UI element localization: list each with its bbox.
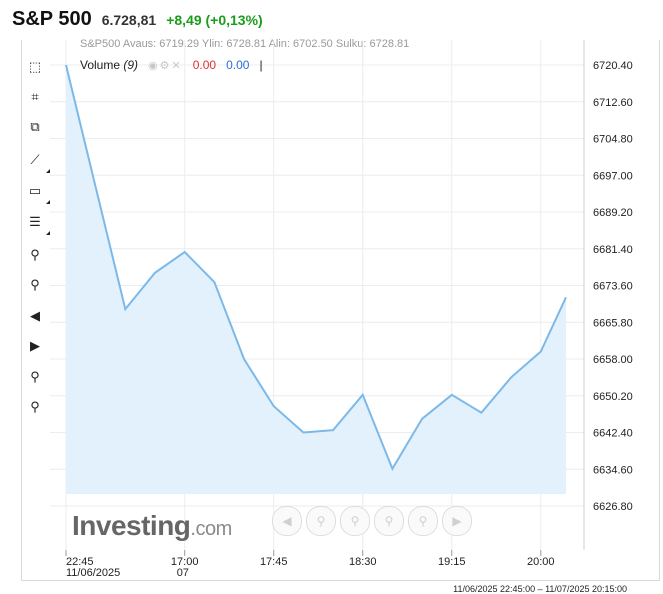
x-tick-sublabel: 11/06/2025 — [66, 567, 120, 579]
ohlc-legend: S&P500 Avaus: 6719.29 Ylin: 6728.81 Alin… — [80, 38, 410, 50]
price-area-fill — [66, 65, 566, 494]
nav-zoom-range-icon[interactable]: ⚲ — [374, 506, 404, 536]
legend-separator: | — [259, 58, 263, 72]
trend-line-icon[interactable]: ⟋ — [26, 151, 50, 173]
date-range-label: 11/06/2025 22:45:00 – 11/07/2025 20:15:0… — [453, 584, 627, 594]
zoom-in-icon[interactable]: ⚲ — [30, 247, 40, 262]
chart-header: S&P 500 6.728,81 +8,49 (+0,13%) — [12, 8, 263, 38]
x-tick-label: 17:00 — [171, 556, 199, 568]
volume-value-2: 0.00 — [226, 58, 250, 72]
volume-legend: Volume (9) ◉⚙✕ 0.00 0.00 | — [80, 58, 263, 72]
y-tick-label: 6642.40 — [593, 428, 633, 440]
crosshair-icon[interactable]: ⌗ — [31, 89, 39, 104]
y-tick-label: 6658.00 — [593, 354, 633, 366]
y-tick-label: 6689.20 — [593, 207, 633, 219]
x-tick-label: 17:45 — [260, 556, 288, 568]
x-tick-label: 19:15 — [438, 556, 466, 568]
x-tick-label: 22:45 — [66, 556, 94, 568]
investing-logo: Investing.com — [72, 510, 232, 541]
x-tick-label: 18:30 — [349, 556, 377, 568]
scroll-left-icon[interactable]: ◀ — [30, 308, 40, 323]
layers-icon[interactable]: ⧉ — [30, 119, 40, 134]
price-change: +8,49 (+0,13%) — [166, 12, 263, 28]
y-tick-label: 6634.60 — [593, 464, 633, 476]
price-line — [65, 64, 567, 472]
scroll-right-icon[interactable]: ▶ — [30, 338, 40, 353]
y-tick-label: 6650.20 — [593, 391, 633, 403]
y-tick-label: 6681.40 — [593, 244, 633, 256]
rectangle-icon[interactable]: ▭ — [26, 182, 50, 204]
chart-navigation: ◀ ⚲ ⚲ ⚲ ⚲ ▶ — [272, 506, 472, 536]
y-tick-label: 6720.40 — [593, 60, 633, 72]
nav-zoom-reset-icon[interactable]: ⚲ — [408, 506, 438, 536]
volume-value-1: 0.00 — [192, 58, 217, 72]
nav-zoom-out-icon[interactable]: ⚲ — [340, 506, 370, 536]
fibonacci-icon[interactable]: ☰ — [26, 213, 50, 235]
y-tick-label: 6704.80 — [593, 134, 633, 146]
y-tick-label: 6665.80 — [593, 317, 633, 329]
instrument-title: S&P 500 — [12, 8, 92, 30]
y-tick-label: 6626.80 — [593, 501, 633, 513]
y-tick-label: 6673.60 — [593, 281, 633, 293]
y-tick-label: 6712.60 — [593, 97, 633, 109]
chart-frame — [21, 40, 660, 581]
zoom-out-icon[interactable]: ⚲ — [30, 277, 40, 292]
y-tick-label: 6697.00 — [593, 170, 633, 182]
x-tick-sublabel: 07 — [177, 567, 189, 579]
nav-scroll-right-icon[interactable]: ▶ — [442, 506, 472, 536]
volume-label: Volume (9) — [80, 58, 139, 72]
zoom-reset-icon[interactable]: ⚲ — [30, 399, 40, 414]
nav-zoom-in-icon[interactable]: ⚲ — [306, 506, 336, 536]
cursor-delete-icon[interactable]: ⬚ — [28, 59, 42, 74]
legend-controls[interactable]: ◉⚙✕ — [148, 59, 183, 72]
x-tick-label: 20:00 — [527, 556, 555, 568]
zoom-range-icon[interactable]: ⚲ — [30, 369, 40, 384]
last-price: 6.728,81 — [101, 12, 157, 28]
nav-scroll-left-icon[interactable]: ◀ — [272, 506, 302, 536]
